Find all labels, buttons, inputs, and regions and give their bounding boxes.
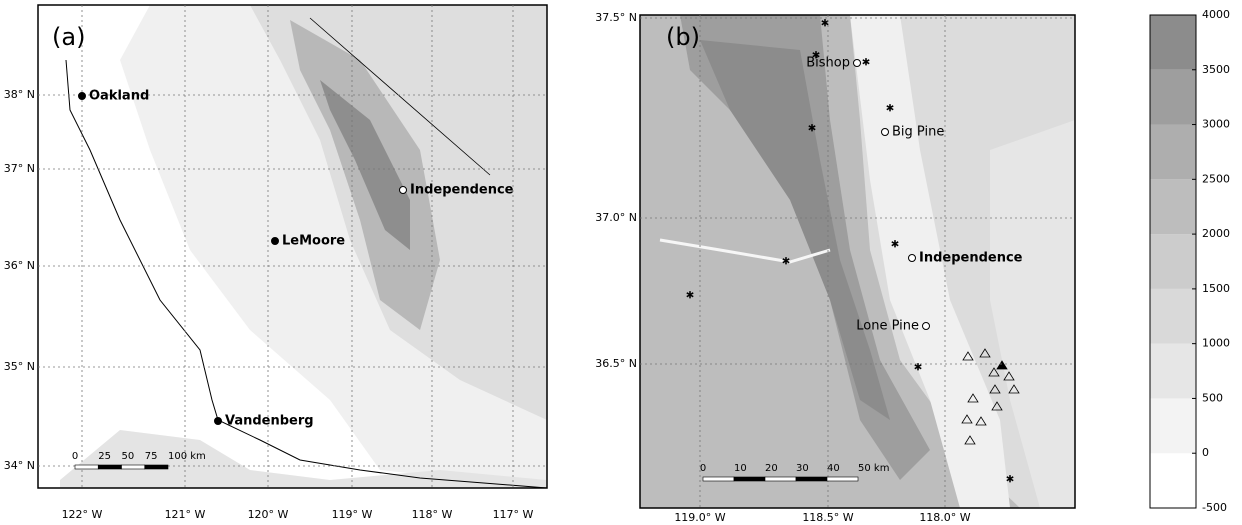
scale-bar-label: 50 (122, 451, 135, 462)
svg-text:*: * (1007, 474, 1014, 490)
scale-bar-segment (145, 465, 168, 469)
colorbar-tick-label: 3000 (1202, 118, 1230, 131)
colorbar-band (1150, 289, 1196, 344)
scale-bar-segment (765, 477, 796, 481)
colorbar-tick-label: 500 (1202, 391, 1223, 404)
place-marker (909, 255, 916, 262)
colorbar-band (1150, 234, 1196, 289)
place-label: Bishop (806, 56, 850, 71)
lon-label: 119.0° W (674, 511, 725, 524)
place-marker (400, 187, 407, 194)
scale-bar-segment (703, 477, 734, 481)
scale-bar-label: 40 (827, 463, 840, 474)
lon-label: 120° W (248, 508, 289, 521)
colorbar-tick-label: -500 (1202, 501, 1227, 514)
svg-text:*: * (892, 239, 899, 255)
scale-bar-label: 30 (796, 463, 809, 474)
lon-label: 118.0° W (919, 511, 970, 524)
scale-bar-label: 50 km (858, 463, 889, 474)
place-marker (923, 323, 930, 330)
lon-label: 122° W (62, 508, 103, 521)
colorbar-band (1150, 453, 1196, 508)
place-label: LeMoore (282, 234, 345, 249)
scale-bar-label: 100 km (168, 451, 206, 462)
place-marker (215, 418, 222, 425)
scale-bar-segment (98, 465, 121, 469)
lon-label: 118.5° W (802, 511, 853, 524)
colorbar-tick-label: 2500 (1202, 172, 1230, 185)
place-marker (272, 238, 279, 245)
colorbar-band (1150, 179, 1196, 234)
place-label: Lone Pine (856, 319, 919, 334)
lat-label: 35° N (4, 360, 35, 373)
place-label: Big Pine (892, 125, 944, 140)
svg-text:*: * (887, 103, 894, 119)
colorbar-band (1150, 398, 1196, 453)
scale-bar-label: 20 (765, 463, 778, 474)
colorbar-tick-label: 3500 (1202, 63, 1230, 76)
svg-text:*: * (863, 57, 870, 73)
lon-label: 121° W (165, 508, 206, 521)
scale-bar-segment (827, 477, 858, 481)
panel-label: (b) (666, 23, 700, 51)
lat-label: 37.0° N (595, 211, 637, 224)
place-marker (854, 60, 861, 67)
scale-bar-segment (796, 477, 827, 481)
scale-bar-label: 0 (700, 463, 706, 474)
lat-label: 37° N (4, 162, 35, 175)
lat-label: 38° N (4, 88, 35, 101)
colorbar-band (1150, 15, 1196, 70)
place-label: Oakland (89, 89, 149, 104)
place-marker (882, 129, 889, 136)
lon-label: 119° W (332, 508, 373, 521)
svg-text:*: * (822, 18, 829, 34)
lon-label: 117° W (493, 508, 534, 521)
colorbar-tick-label: 1500 (1202, 282, 1230, 295)
lat-label: 36.5° N (595, 357, 637, 370)
lon-label: 118° W (412, 508, 453, 521)
place-label: Independence (919, 251, 1023, 266)
place-marker (79, 93, 86, 100)
scale-bar-label: 10 (734, 463, 747, 474)
colorbar-band (1150, 70, 1196, 125)
lat-label: 34° N (4, 459, 35, 472)
scale-bar-segment (75, 465, 98, 469)
place-label: Vandenberg (225, 414, 314, 429)
svg-text:*: * (783, 256, 790, 272)
panel-label: (a) (52, 23, 85, 51)
lat-label: 37.5° N (595, 11, 637, 24)
colorbar-band (1150, 344, 1196, 399)
lat-label: 36° N (4, 259, 35, 272)
svg-text:*: * (809, 123, 816, 139)
figure: * * * * * * * * * * 38° N37° N36° N35° N… (0, 0, 1242, 525)
colorbar-tick-label: 4000 (1202, 8, 1230, 21)
colorbar-tick-label: 2000 (1202, 227, 1230, 240)
scale-bar-segment (122, 465, 145, 469)
place-label: Independence (410, 183, 514, 198)
scale-bar-segment (734, 477, 765, 481)
scale-bar-label: 25 (98, 451, 111, 462)
scale-bar-label: 0 (72, 451, 78, 462)
colorbar-band (1150, 125, 1196, 180)
colorbar-tick-label: 1000 (1202, 337, 1230, 350)
scale-bar-label: 75 (145, 451, 158, 462)
svg-text:*: * (687, 290, 694, 306)
colorbar-tick-label: 0 (1202, 446, 1209, 459)
